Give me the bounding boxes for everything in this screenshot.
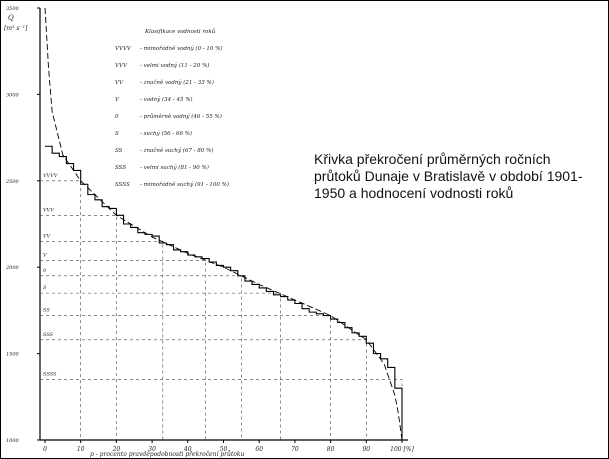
y-tick-label: 2000 [5, 265, 20, 271]
class-label: S [43, 285, 47, 291]
legend-code: V [115, 97, 120, 103]
legend-text: - mimořádně suchý (91 - 100 %) [140, 181, 229, 188]
legend-code: SSS [115, 165, 126, 171]
x-axis-label: p - procento pravděpodobnosti překročení… [90, 451, 245, 458]
legend-text: - vodný (34 - 45 %) [140, 96, 193, 103]
x-tick-label: 10 [77, 446, 85, 453]
x-tick-label: 20 [112, 446, 121, 453]
legend-text: - suchý (56 - 66 %) [140, 130, 192, 137]
legend-text: - značně suchý (67 - 80 %) [140, 147, 213, 154]
dashed-curve [44, 7, 403, 441]
class-boundary [40, 339, 367, 440]
x-tick-label: 30 [148, 446, 156, 453]
y-tick-label: 1500 [6, 352, 20, 358]
x-tick-label: 0 [43, 446, 47, 453]
class-label: V [43, 252, 48, 258]
class-label: VVVV [43, 173, 59, 179]
legend-text: - velmi suchý (81 - 90 %) [140, 164, 209, 171]
class-label: VVV [43, 207, 55, 213]
class-label: SS [43, 308, 50, 314]
class-boundary [40, 379, 403, 440]
class-boundary [40, 259, 206, 440]
class-label: SSSS [43, 372, 57, 378]
legend-text: - průměrně vodný (46 - 55 %) [140, 113, 222, 120]
y-tick-label: 2500 [5, 179, 20, 185]
x-tick-label: 80 [327, 446, 335, 453]
legend-code: VV [115, 80, 124, 86]
y-axis-unit: [m³ s⁻¹] [4, 25, 28, 32]
class-boundary [40, 315, 331, 440]
x-tick-label: 100 [%] [390, 446, 414, 453]
x-tick-label: 90 [362, 446, 370, 453]
caption: Křivka překročení průměrných ročních prů… [314, 151, 583, 201]
class-label: 0 [43, 268, 47, 274]
y-tick-label: 1000 [6, 438, 20, 444]
legend-code: 0 [115, 114, 119, 120]
x-tick-label: 60 [255, 446, 263, 453]
class-boundary [40, 215, 117, 440]
y-tick-label: 3000 [6, 92, 20, 98]
class-boundary [40, 292, 281, 440]
legend-text: - mimořádně vodný (0 - 10 %) [140, 45, 223, 52]
legend-code: SSSS [115, 182, 130, 188]
legend-text: - značně vodný (21 - 33 %) [140, 79, 214, 86]
class-boundary [40, 180, 81, 440]
legend-code: S [115, 131, 119, 137]
legend-title: Klasifikace vodnosti roků [144, 28, 216, 35]
class-boundary [40, 240, 164, 440]
x-tick-label: 50 [220, 446, 228, 453]
y-axis-symbol: Q [8, 14, 14, 22]
legend-text: - velmi vodný (11 - 20 %) [140, 62, 209, 69]
x-tick-label: 70 [291, 446, 299, 453]
class-boundary [40, 275, 242, 440]
class-label: VV [43, 233, 52, 239]
x-tick-label: 40 [183, 446, 192, 453]
class-label: SSS [43, 332, 54, 338]
legend-code: SS [115, 148, 123, 154]
y-tick-label: 3500 [6, 6, 20, 12]
legend-code: VVV [115, 63, 128, 69]
legend-code: VVVV [115, 46, 132, 52]
